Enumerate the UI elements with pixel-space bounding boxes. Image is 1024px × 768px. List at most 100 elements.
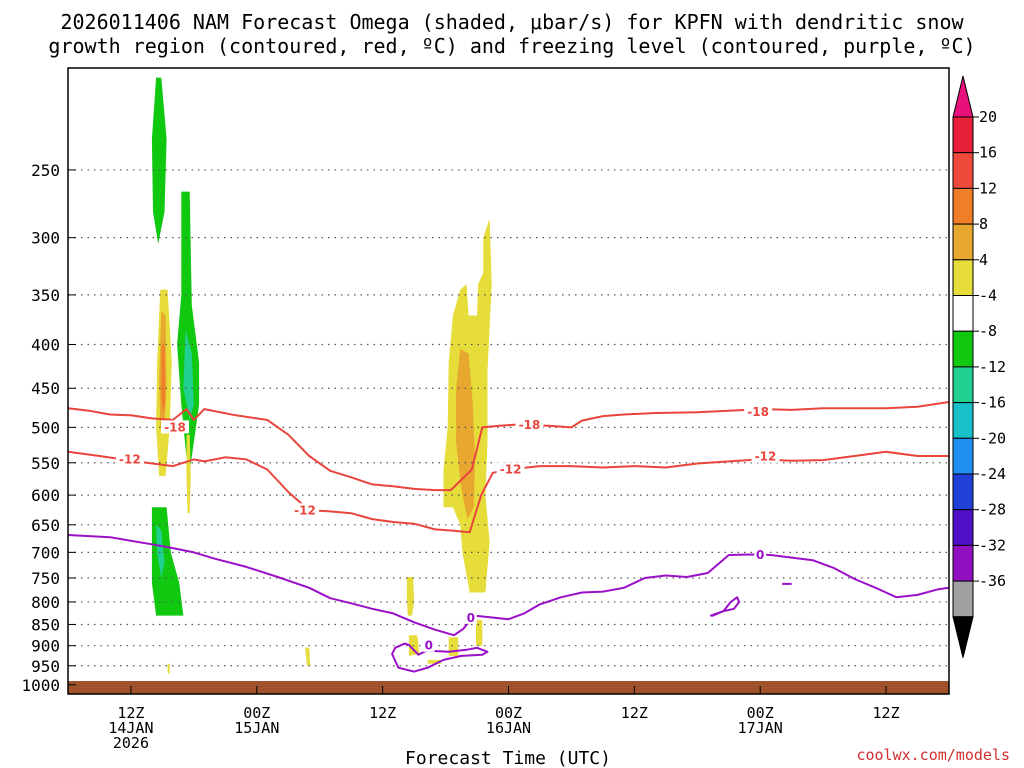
- y-tick-label: 400: [31, 336, 60, 355]
- x-tick-label: 16JAN: [486, 719, 531, 737]
- colorbar-bottom-arrow: [952, 616, 974, 658]
- colorbar-swatch: [952, 116, 974, 154]
- x-tick-label: 00Z: [243, 704, 270, 722]
- colorbar-swatch: [952, 295, 974, 332]
- colorbar-swatch: [952, 187, 974, 225]
- y-tick-label: 950: [31, 657, 60, 676]
- omega-region-7: [161, 344, 165, 413]
- colorbar-swatch: [952, 366, 974, 404]
- chart-title-line-2: growth region (contoured, red, ºC) and f…: [48, 34, 975, 58]
- x-tick-label: 00Z: [747, 704, 774, 722]
- omega-region-17: [448, 637, 459, 656]
- contour-label: -18: [747, 405, 769, 419]
- contour-label-bg: [115, 452, 144, 466]
- contour-label: -12: [500, 462, 522, 476]
- colorbar-tick-label: -12: [979, 358, 1006, 376]
- colorbar-swatch: [952, 152, 974, 189]
- contour-label-bg: [422, 638, 435, 652]
- y-tick-label: 450: [31, 379, 60, 398]
- contour-labels: -18 -18 -18 -12 -12 -12 -12 0 0 0: [115, 405, 780, 653]
- omega-region-14: [167, 663, 170, 674]
- omega-shading: [151, 77, 492, 674]
- x-tick-label: 00Z: [495, 704, 522, 722]
- colorbar-tick-label: -16: [979, 394, 1006, 412]
- omega-region-2: [183, 330, 194, 420]
- omega-region-4: [156, 524, 165, 578]
- y-tick-label: 350: [31, 286, 60, 305]
- omega-region-1: [177, 191, 200, 480]
- contour-label-bg: [744, 405, 773, 419]
- colorbar-tick-label: -32: [979, 536, 1006, 554]
- colorbar-tick-label: 8: [979, 215, 988, 233]
- colorbar-tick-label: -36: [979, 572, 1006, 590]
- y-tick-label: 750: [31, 569, 60, 588]
- y-tick-label: 500: [31, 418, 60, 437]
- contour-label-bg: [754, 547, 767, 561]
- contour-label: -18: [519, 418, 541, 432]
- contour-line-freezing-level-4: [709, 596, 741, 617]
- contour-label: -12: [119, 452, 141, 466]
- colorbar-swatch: [952, 473, 974, 511]
- contour-label-bg: [291, 503, 320, 517]
- x-tick-label: 15JAN: [234, 719, 279, 737]
- plot-area: [68, 68, 949, 694]
- contour-label-bg: [751, 449, 780, 463]
- contour-label-bg: [515, 418, 544, 432]
- colorbar-swatch: [952, 223, 974, 261]
- contour-label: -12: [294, 503, 316, 517]
- colorbar-tick-label: -8: [979, 322, 997, 340]
- contour-label-bg: [464, 610, 477, 624]
- x-tick-label: 12Z: [873, 704, 900, 722]
- colorbar-swatch: [952, 509, 974, 546]
- colorbar-swatch: [952, 330, 974, 368]
- colorbar-swatch: [952, 437, 974, 475]
- x-axis-label: Forecast Time (UTC): [405, 748, 611, 768]
- colorbar-swatch: [952, 259, 974, 296]
- x-tick-label: 2026: [113, 734, 149, 752]
- omega-region-16: [476, 620, 483, 646]
- credit-link[interactable]: coolwx.com/models: [856, 746, 1010, 764]
- y-tick-label: 900: [31, 637, 60, 656]
- colorbar-tick-label: -28: [979, 501, 1006, 519]
- colorbar-tick-label: -20: [979, 429, 1006, 447]
- contour-label-bg: [160, 420, 189, 434]
- contour-label: -12: [755, 450, 777, 464]
- contour-line-freezing-level-2: [68, 534, 949, 637]
- colorbar-tick-label: -24: [979, 465, 1006, 483]
- omega-region-8: [186, 434, 191, 514]
- contour-label: 0: [425, 639, 433, 653]
- y-tick-label: 250: [31, 161, 60, 180]
- y-tick-label: 600: [31, 486, 60, 505]
- x-tick-label: 12Z: [117, 704, 144, 722]
- omega-region-13: [305, 647, 311, 666]
- colorbar-swatch: [952, 402, 974, 439]
- contour-label: 0: [467, 611, 475, 625]
- chart-title-line-1: 2026011406 NAM Forecast Omega (shaded, μ…: [60, 10, 964, 34]
- colorbar-tick-label: 4: [979, 251, 988, 269]
- colorbar-tick-label: -4: [979, 287, 997, 305]
- y-tick-label: 850: [31, 615, 60, 634]
- y-tick-label: 700: [31, 543, 60, 562]
- omega-region-10: [456, 349, 475, 520]
- omega-region-11: [406, 577, 415, 616]
- x-tick-label: 12Z: [621, 704, 648, 722]
- colorbar-swatch: [952, 580, 974, 618]
- y-tick-label: 550: [31, 454, 60, 473]
- omega-region-0: [151, 77, 167, 244]
- y-axis-ticks: 250 300 350 400 450 500 550 600 650 700 750 800 850 9…: [21, 161, 76, 695]
- colorbar-tick-label: 12: [979, 179, 997, 197]
- omega-region-12: [408, 635, 420, 656]
- contour-label: 0: [756, 548, 764, 562]
- y-tick-label: 800: [31, 593, 60, 612]
- colorbar-swatch: [952, 544, 974, 582]
- contour-label: -18: [164, 420, 186, 434]
- colorbar-tick-label: 16: [979, 144, 997, 162]
- y-tick-label: 650: [31, 516, 60, 535]
- colorbar-top-arrow: [952, 75, 974, 118]
- x-tick-label: 17JAN: [738, 719, 783, 737]
- y-tick-label: 300: [31, 229, 60, 248]
- contour-label-bg: [496, 462, 525, 476]
- y-tick-label: 1000: [21, 676, 60, 695]
